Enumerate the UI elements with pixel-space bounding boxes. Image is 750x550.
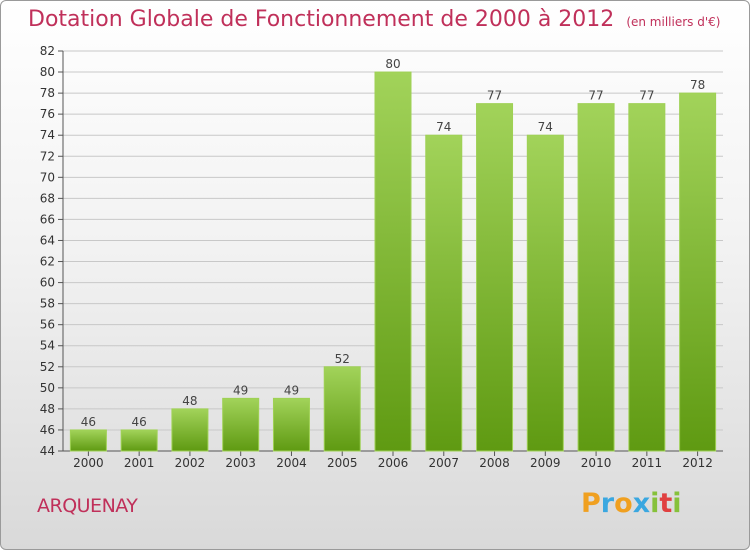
y-tick-label: 50 [40,381,55,395]
y-tick-label: 54 [40,339,55,353]
x-tick-label: 2002 [175,456,206,470]
data-label: 78 [690,78,705,92]
location-label: ARQUENAY [37,495,138,517]
bar [679,92,717,452]
bar [69,429,107,452]
x-tick-label: 2006 [378,456,409,470]
bar [272,397,310,452]
y-tick-label: 64 [40,233,55,247]
x-tick-label: 2007 [428,456,459,470]
bar [171,408,209,452]
y-tick-label: 74 [40,128,55,142]
x-tick-label: 2001 [124,456,155,470]
data-label: 77 [588,89,603,103]
y-tick-label: 46 [40,423,55,437]
brand-letter: x [632,488,651,519]
brand-letter: i [672,488,682,519]
y-tick-label: 48 [40,402,55,416]
bars [69,71,717,452]
y-tick-label: 60 [40,276,55,290]
x-tick-label: 2011 [632,456,663,470]
y-tick-label: 78 [40,86,55,100]
data-label: 49 [284,383,299,397]
y-tick-label: 58 [40,297,55,311]
bar [577,103,615,452]
data-label: 48 [182,394,197,408]
y-tick-label: 56 [40,318,55,332]
brand-letter: t [659,488,673,519]
brand-letter: r [600,488,615,519]
chart-title: Dotation Globale de Fonctionnement de 20… [28,7,615,32]
bar [425,134,463,452]
bar [526,134,564,452]
bar [323,366,361,452]
bar [476,103,514,452]
y-tick-label: 62 [40,255,55,269]
data-label: 74 [538,120,553,134]
chart-subtitle: (en milliers d'€) [626,15,721,29]
x-tick-label: 2009 [530,456,561,470]
bar [628,103,666,452]
y-tick-label: 70 [40,170,55,184]
y-tick-label: 82 [40,44,55,58]
y-tick-label: 52 [40,360,55,374]
data-label: 46 [81,415,96,429]
bar [374,71,412,452]
x-tick-label: 2005 [327,456,358,470]
data-label: 46 [132,415,147,429]
brand-letter: i [650,488,660,519]
bar [222,397,260,452]
data-label: 80 [385,57,400,71]
x-tick-label: 2000 [73,456,104,470]
brand-letter: P [581,488,601,519]
y-tick-label: 66 [40,212,55,226]
x-tick-label: 2010 [581,456,612,470]
brand-letter: o [614,488,633,519]
data-label: 52 [335,352,350,366]
data-label: 77 [639,89,654,103]
bar [120,429,158,452]
title-row: Dotation Globale de Fonctionnement de 20… [28,7,720,32]
data-label: 77 [487,89,502,103]
proxiti-logo: Proxiti [581,488,682,519]
x-tick-label: 2012 [682,456,713,470]
data-label: 74 [436,120,451,134]
y-tick-label: 72 [40,149,55,163]
labels: 44 46 48 50 52 54 56 58 60 62 64 66 68 70 72 74 76 78 80 82… [40,44,713,470]
x-tick-label: 2003 [225,456,256,470]
x-tick-label: 2008 [479,456,510,470]
y-tick-label: 44 [40,444,55,458]
data-label: 49 [233,383,248,397]
x-tick-label: 2004 [276,456,307,470]
y-tick-label: 80 [40,65,55,79]
y-tick-label: 76 [40,107,55,121]
y-tick-label: 68 [40,191,55,205]
